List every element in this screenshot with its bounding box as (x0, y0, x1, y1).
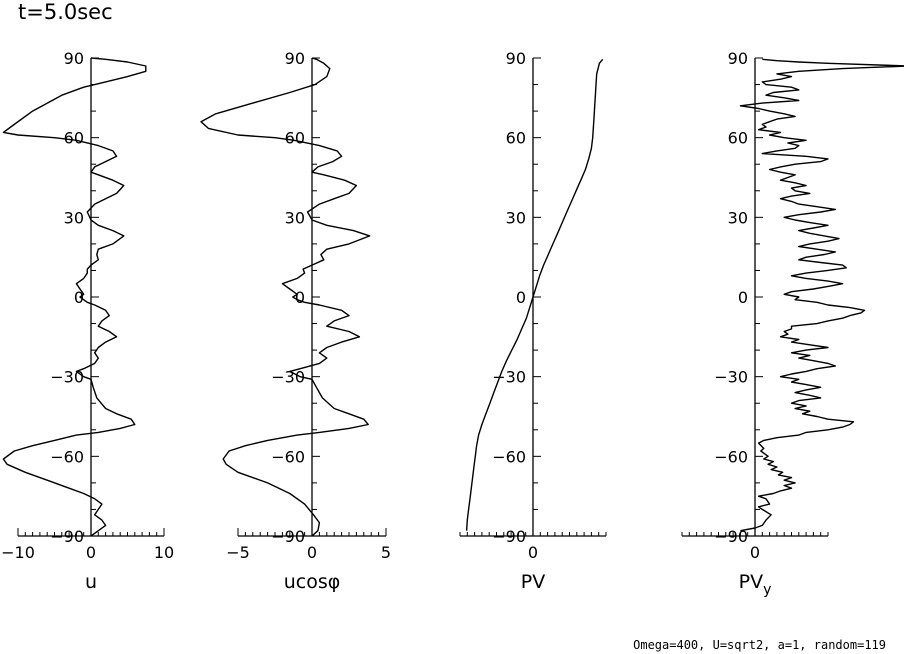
data-series-line (2, 57, 147, 537)
y-tick-label: −90 (714, 527, 748, 546)
y-tick-label: −60 (271, 447, 305, 466)
y-tick-label: 90 (506, 49, 526, 68)
y-tick-label: 90 (64, 49, 84, 68)
y-tick-label: 30 (64, 208, 84, 227)
y-tick-label: −60 (492, 447, 526, 466)
x-tick-label: −10 (1, 543, 35, 562)
y-tick-label: 90 (285, 49, 305, 68)
y-tick-label: 0 (295, 288, 305, 307)
x-tick-label: 5 (381, 543, 391, 562)
x-tick-label: 0 (750, 543, 760, 562)
x-tick-label: 0 (86, 543, 96, 562)
x-axis-label: PV (521, 571, 545, 593)
data-series-line (200, 57, 371, 537)
y-tick-label: −90 (492, 527, 526, 546)
data-series-line (465, 58, 604, 531)
y-tick-label: 30 (728, 208, 748, 227)
x-tick-label: 10 (154, 543, 174, 562)
y-tick-label: 30 (285, 208, 305, 227)
y-tick-label: 90 (728, 49, 748, 68)
x-axis-label: PVy (739, 571, 772, 598)
y-tick-label: 0 (74, 288, 84, 307)
y-tick-label: −90 (50, 527, 84, 546)
x-axis-label: ucosφ (284, 571, 341, 593)
parameter-footnote: Omega=400, U=sqrt2, a=1, random=119 (633, 638, 886, 652)
x-tick-label: −5 (226, 543, 250, 562)
y-tick-label: 0 (516, 288, 526, 307)
y-tick-label: 30 (506, 208, 526, 227)
chart-title: t=5.0sec (18, 0, 113, 24)
y-tick-label: 60 (64, 129, 84, 148)
y-tick-label: 60 (285, 129, 305, 148)
x-axis-label-subscript: y (763, 582, 771, 598)
y-tick-label: 60 (728, 129, 748, 148)
y-tick-label: 0 (738, 288, 748, 307)
panel-1: 90 60 30 0 −30 −60 −90 −10 0 10 u (1, 49, 174, 593)
y-tick-label: −30 (714, 368, 748, 387)
x-axis-label: u (85, 571, 97, 593)
y-tick-label: −30 (50, 368, 84, 387)
y-tick-label: −60 (714, 447, 748, 466)
y-tick-label: 60 (506, 129, 526, 148)
y-tick-label: −30 (271, 368, 305, 387)
y-tick-label: −60 (50, 447, 84, 466)
y-tick-label: −90 (271, 527, 305, 546)
data-series-line (739, 58, 904, 532)
x-tick-label: 0 (528, 543, 538, 562)
panel-2: 90 60 30 0 −30 −60 −90 −5 0 5 ucosφ (200, 49, 391, 593)
x-tick-label: 0 (307, 543, 317, 562)
